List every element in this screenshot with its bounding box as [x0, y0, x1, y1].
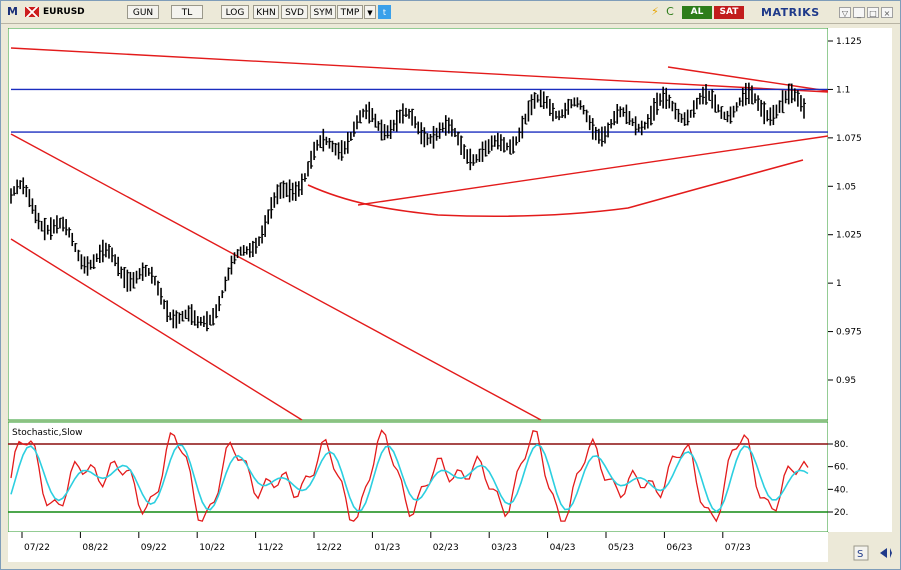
price-tick-label: 1.025 — [836, 231, 862, 241]
menu-icon[interactable]: ▽ — [839, 7, 851, 18]
price-panel[interactable] — [8, 28, 829, 421]
time-tick-label: 10/22 — [199, 543, 225, 553]
moving-average-curve — [307, 159, 804, 218]
tl-button[interactable]: TL — [171, 5, 203, 19]
twitter-icon[interactable]: t — [378, 5, 391, 19]
stochastic-axis: 80. 60. 40. 20. — [828, 440, 848, 518]
time-axis: 07/22 08/22 09/22 10/22 11/22 12/22 01/23 02/23… — [21, 532, 751, 553]
lower-channel-line — [10, 238, 303, 421]
time-tick-label: 07/22 — [24, 543, 50, 553]
price-tick-label: 1.075 — [836, 134, 862, 144]
resistance-trendline — [667, 66, 829, 92]
time-tick-label: 06/23 — [666, 543, 692, 553]
log-button[interactable]: LOG — [221, 5, 249, 19]
stochastic-tick-label: 80. — [834, 440, 848, 450]
svd-button[interactable]: SVD — [281, 5, 308, 19]
price-tick-label: 1.125 — [836, 37, 862, 47]
stochastic-k-line — [10, 429, 809, 523]
stochastic-panel[interactable] — [8, 421, 829, 533]
sync-icon-glyph: S — [857, 549, 863, 560]
time-tick-label: 07/23 — [725, 543, 751, 553]
scroll-right-icon[interactable] — [890, 548, 892, 558]
dropdown-arrow-icon[interactable]: ▼ — [364, 5, 376, 19]
minimize-icon[interactable]: _ — [853, 7, 865, 18]
chart-toolbar: M EURUSD GUN TL LOG KHN SVD SYM TMP ▼ t … — [1, 1, 900, 24]
lightning-icon[interactable]: ⚡ — [651, 5, 659, 18]
price-axis-strip — [828, 28, 892, 532]
stochastic-tick-label: 20. — [834, 508, 848, 518]
price-tick-label: 0.95 — [836, 376, 856, 386]
chart-canvas[interactable]: 1.125 1.1 1.075 1.05 1.025 1 0.975 0.95 80. 60. 4… — [8, 28, 892, 566]
stochastic-title: Stochastic,Slow — [12, 428, 83, 438]
support-trendline — [357, 135, 829, 206]
price-tick-label: 1.1 — [836, 85, 850, 95]
upper-channel-line — [10, 47, 829, 93]
time-tick-label: 03/23 — [491, 543, 517, 553]
flag-icon — [25, 7, 39, 17]
price-tick-label: 0.975 — [836, 328, 862, 338]
symbol-label[interactable]: EURUSD — [43, 7, 85, 17]
stochastic-d-line — [10, 443, 809, 513]
tmp-button[interactable]: TMP — [337, 5, 363, 19]
price-axis: 1.125 1.1 1.075 1.05 1.025 1 0.975 0.95 — [828, 37, 862, 386]
close-icon[interactable]: × — [881, 7, 893, 18]
price-bars — [10, 82, 806, 332]
refresh-icon[interactable]: C — [666, 5, 674, 18]
stochastic-tick-label: 40. — [834, 485, 848, 495]
time-tick-label: 05/23 — [608, 543, 634, 553]
sym-button[interactable]: SYM — [310, 5, 336, 19]
middle-channel-line — [10, 133, 542, 421]
app-logo[interactable]: M — [7, 5, 18, 18]
sync-icon[interactable] — [853, 545, 869, 561]
scroll-left-icon[interactable] — [880, 548, 887, 558]
sell-button[interactable]: SAT — [714, 6, 744, 19]
stochastic-tick-label: 60. — [834, 463, 848, 473]
time-axis-strip — [8, 532, 828, 562]
brand-logo: MATRIKS — [761, 6, 820, 19]
buy-button[interactable]: AL — [682, 6, 712, 19]
price-tick-label: 1 — [836, 279, 842, 289]
gun-button[interactable]: GUN — [127, 5, 159, 19]
time-tick-label: 12/22 — [316, 543, 342, 553]
time-tick-label: 01/23 — [374, 543, 400, 553]
khn-button[interactable]: KHN — [253, 5, 279, 19]
time-tick-label: 09/22 — [141, 543, 167, 553]
price-tick-label: 1.05 — [836, 182, 856, 192]
maximize-icon[interactable]: □ — [867, 7, 879, 18]
time-tick-label: 11/22 — [258, 543, 284, 553]
time-tick-label: 02/23 — [433, 543, 459, 553]
time-tick-label: 04/23 — [550, 543, 576, 553]
time-tick-label: 08/22 — [82, 543, 108, 553]
